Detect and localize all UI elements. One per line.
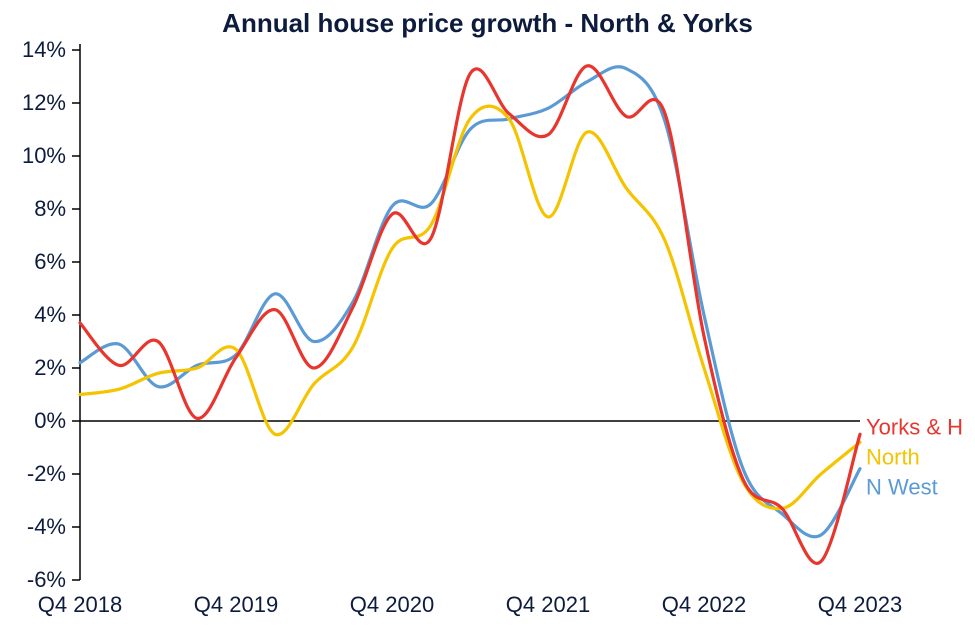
x-tick-label: Q4 2023 — [818, 592, 902, 617]
y-tick-label: 6% — [34, 249, 66, 274]
y-tick-label: -4% — [27, 514, 66, 539]
y-tick-label: -2% — [27, 461, 66, 486]
y-tick-label: -6% — [27, 567, 66, 592]
chart-container: Annual house price growth - North & York… — [0, 0, 975, 635]
series-label: Yorks & H — [866, 414, 963, 439]
x-tick-label: Q4 2020 — [350, 592, 434, 617]
y-tick-label: 8% — [34, 196, 66, 221]
x-tick-label: Q4 2021 — [506, 592, 590, 617]
y-tick-label: 12% — [22, 90, 66, 115]
series-label: N West — [866, 474, 938, 499]
series-label: North — [866, 444, 920, 469]
y-tick-label: 14% — [22, 37, 66, 62]
y-tick-label: 10% — [22, 143, 66, 168]
x-tick-label: Q4 2022 — [662, 592, 746, 617]
chart-title: Annual house price growth - North & York… — [0, 8, 975, 39]
x-tick-label: Q4 2019 — [194, 592, 278, 617]
y-tick-label: 4% — [34, 302, 66, 327]
x-tick-label: Q4 2018 — [38, 592, 122, 617]
y-tick-label: 2% — [34, 355, 66, 380]
y-tick-label: 0% — [34, 408, 66, 433]
line-chart: -6% -4% -2% 0% 2% 4% 6% 8% 10% 12% 14% Q4 2018 Q4 20… — [0, 0, 975, 635]
